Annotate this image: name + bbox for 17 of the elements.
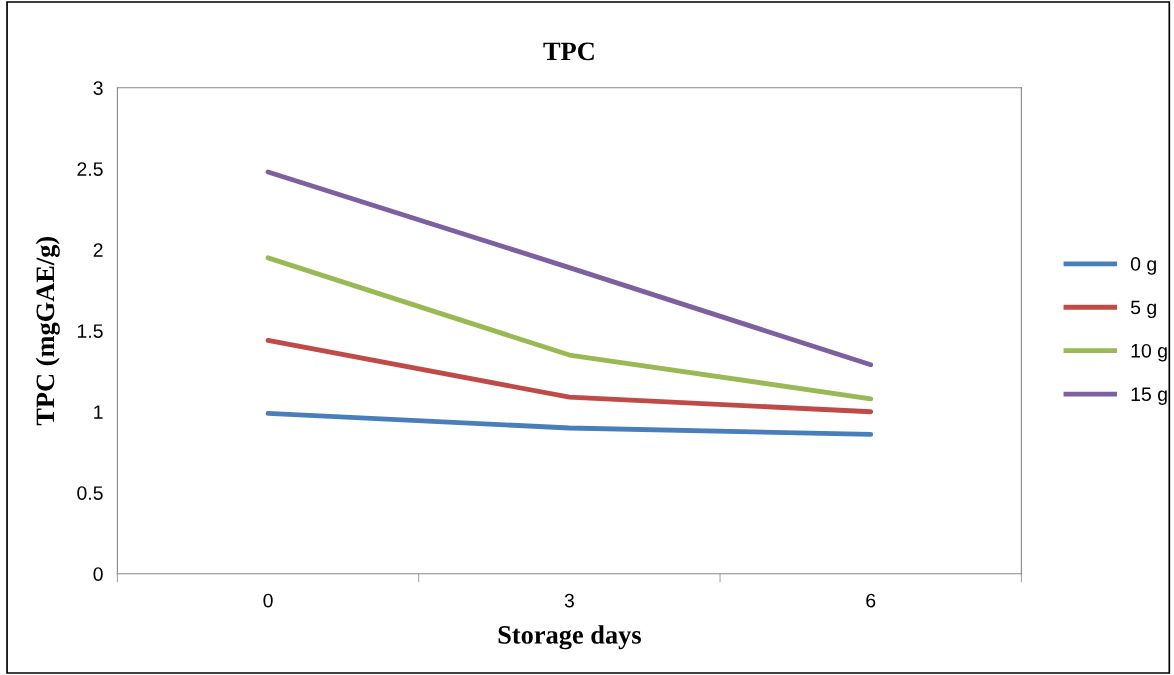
legend-label: 15 g: [1131, 387, 1167, 405]
x-tick-label: 3: [564, 593, 574, 608]
legend-label: 5 g: [1130, 300, 1156, 319]
y-tick-label: 0: [93, 567, 103, 581]
y-tick-label: 1.5: [77, 324, 103, 338]
y-tick-label: 0.5: [77, 486, 103, 500]
y-tick-label: 2: [93, 243, 103, 257]
y-axis-title: TPC (mgGAE/g): [35, 236, 60, 426]
legend-label: 0 g: [1130, 257, 1156, 275]
y-tick-label: 1: [94, 405, 103, 419]
legend-label: 10 g: [1131, 343, 1167, 362]
x-axis-title: Storage days: [498, 625, 641, 650]
y-tick-label: 3: [93, 81, 103, 95]
chart-title: TPC: [543, 42, 594, 61]
y-tick-label: 2.5: [77, 162, 103, 176]
x-tick-label: 6: [866, 593, 876, 608]
x-tick-label: 0: [263, 593, 273, 608]
